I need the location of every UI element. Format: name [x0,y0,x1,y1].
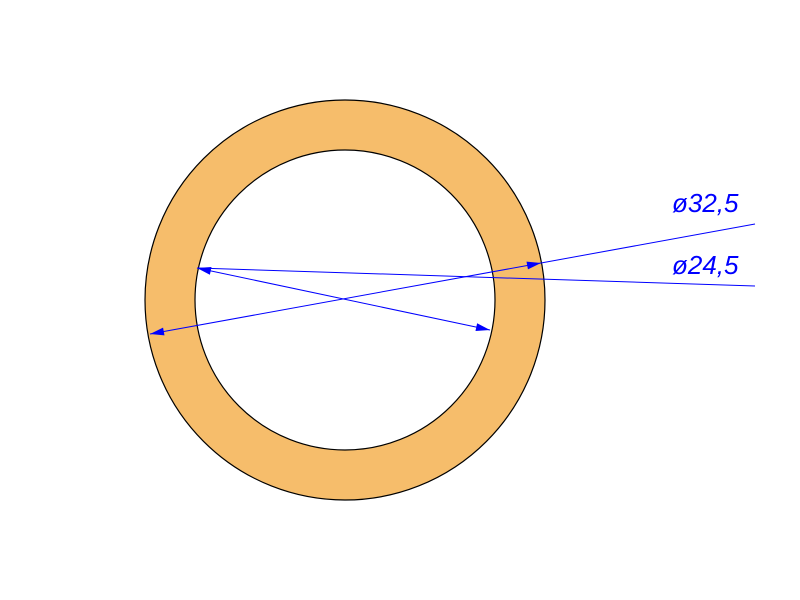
dim-inner-label: ø24,5 [672,250,739,280]
ring-profile [145,100,545,500]
dim-arrow [475,323,490,331]
dim-outer-label: ø32,5 [672,188,739,218]
dim-inner-line [197,268,490,330]
